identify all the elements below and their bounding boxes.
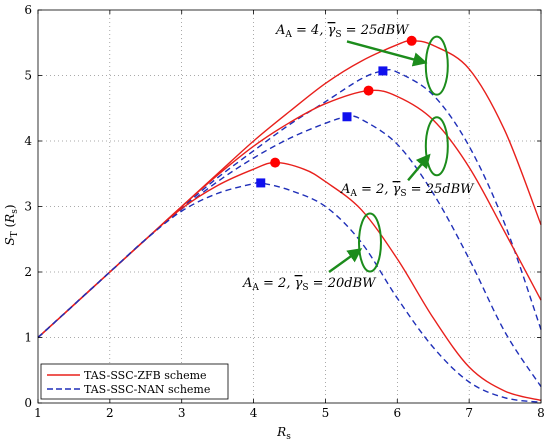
annotations-group (328, 35, 449, 273)
y-tick-label: 3 (24, 200, 32, 214)
y-tick-label: 6 (24, 3, 32, 17)
annotation-label-3: AA = 2, γS = 20dBW (242, 276, 377, 293)
y-tick-label: 0 (24, 396, 32, 410)
peak-marker-circle (406, 35, 417, 46)
x-axis-label: Rs (276, 425, 291, 442)
x-tick-label: 7 (465, 406, 473, 420)
y-axis-label: ST (Rs) (3, 204, 20, 245)
x-tick-label: 1 (34, 406, 42, 420)
y-tick-label: 4 (24, 134, 32, 148)
legend-label-zfb: TAS-SSC-ZFB scheme (84, 369, 207, 382)
y-tick-label: 5 (24, 69, 32, 83)
series-group (37, 40, 542, 403)
annotation-ellipse-3 (357, 212, 382, 273)
peak-marker-square (256, 178, 266, 188)
peak-marker-circle (270, 157, 281, 168)
peak-marker-circle (363, 85, 374, 96)
x-tick-label: 4 (250, 406, 258, 420)
annotation-arrow-1 (346, 40, 428, 67)
y-tick-label: 2 (24, 265, 32, 279)
series-line-nan-5 (37, 181, 542, 403)
y-tick-label: 1 (24, 331, 32, 345)
x-tick-label: 2 (106, 406, 114, 420)
annotation-arrow-2 (407, 153, 431, 182)
peak-marker-square (342, 112, 352, 122)
x-tick-label: 6 (393, 406, 401, 420)
legend-box (40, 363, 229, 400)
x-tick-label: 8 (537, 406, 545, 420)
plot-area (38, 10, 541, 403)
annotation-ellipse-2 (424, 116, 449, 177)
annotation-arrow-3 (328, 248, 363, 273)
annotation-label-1: AA = 4, γS = 25dBW (275, 23, 410, 40)
legend-label-nan: TAS-SSC-NAN scheme (84, 383, 210, 396)
peak-marker-square (378, 66, 388, 76)
markers-group (256, 35, 417, 188)
x-tick-label: 3 (178, 406, 186, 420)
annotation-label-2: AA = 2, γS = 25dBW (340, 182, 475, 199)
legend: TAS-SSC-ZFB scheme TAS-SSC-NAN scheme (40, 363, 229, 400)
x-tick-label: 5 (322, 406, 330, 420)
